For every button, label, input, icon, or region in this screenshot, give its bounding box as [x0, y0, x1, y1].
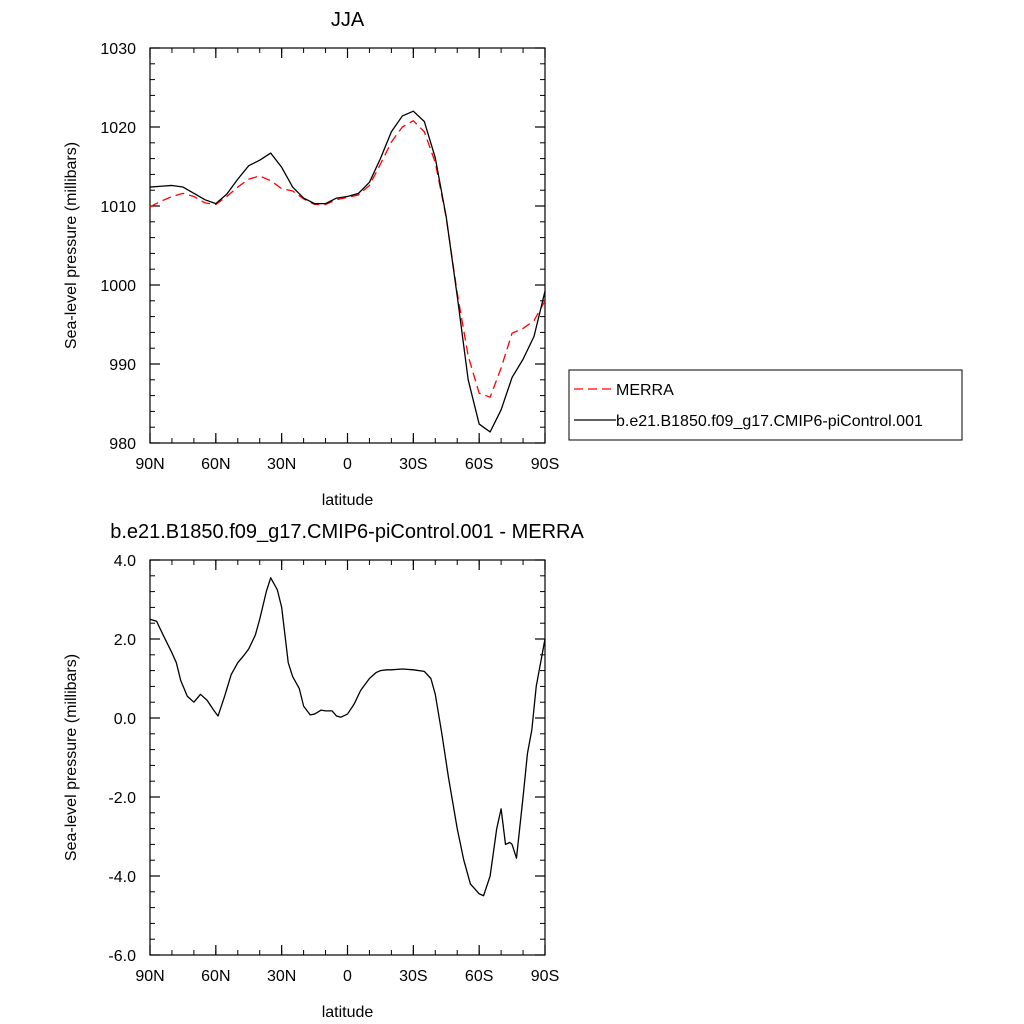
- series-line-difference: [149, 577, 546, 897]
- x-tick-label: 30N: [267, 456, 296, 473]
- y-tick-label: -4.0: [108, 869, 136, 886]
- x-tick-label: 0: [343, 968, 352, 985]
- x-tick-label: 90S: [531, 456, 559, 473]
- x-tick-label: 90S: [531, 968, 559, 985]
- x-tick-label: 90N: [135, 968, 164, 985]
- y-tick-label: -2.0: [108, 790, 136, 807]
- bottom-plot: 90N 60N 30N 0 30S 60S 90S -6.0 -4.0 -2.0 0.0 2.0 4.0…: [63, 521, 584, 1021]
- y-tick-label: 990: [109, 357, 136, 374]
- y-tick-label: 1010: [100, 199, 136, 216]
- y-tick-label: 0.0: [114, 711, 136, 728]
- x-tick-label: 60S: [465, 968, 493, 985]
- plot-frame: [149, 559, 546, 956]
- chart-title: JJA: [331, 9, 365, 31]
- x-axis-label: latitude: [322, 1004, 374, 1021]
- x-axis-label: latitude: [322, 492, 374, 509]
- x-tick-label: 0: [343, 456, 352, 473]
- y-axis-label: Sea-level pressure (millibars): [63, 654, 80, 861]
- x-tick-label: 60N: [201, 456, 230, 473]
- y-axis-label: Sea-level pressure (millibars): [63, 142, 80, 349]
- top-plot: 90N 60N 30N 0 30S 60S 90S 980 990 1000 1010 1020 103…: [63, 9, 559, 509]
- chart-title: b.e21.B1850.f09_g17.CMIP6-piControl.001 …: [110, 521, 584, 543]
- y-tick-label: 1000: [100, 278, 136, 295]
- y-tick-label: 1020: [100, 120, 136, 137]
- x-tick-label: 60S: [465, 456, 493, 473]
- x-tick-label: 30S: [399, 968, 427, 985]
- series-line-model: [149, 110, 546, 433]
- y-tick-label: -6.0: [108, 948, 136, 965]
- x-tick-label: 30N: [267, 968, 296, 985]
- x-tick-label: 60N: [201, 968, 230, 985]
- x-tick-label: 90N: [135, 456, 164, 473]
- legend-box: [568, 369, 963, 441]
- legend-label: b.e21.B1850.f09_g17.CMIP6-piControl.001: [616, 413, 923, 430]
- y-tick-label: 1030: [100, 41, 136, 58]
- series-line-merra: [149, 120, 546, 398]
- plot-frame: [149, 47, 546, 444]
- y-tick-label: 2.0: [114, 632, 136, 649]
- legend-label: MERRA: [616, 382, 674, 399]
- x-tick-label: 30S: [399, 456, 427, 473]
- y-tick-label: 4.0: [114, 553, 136, 570]
- legend: MERRA b.e21.B1850.f09_g17.CMIP6-piControl…: [568, 369, 963, 441]
- y-tick-label: 980: [109, 436, 136, 453]
